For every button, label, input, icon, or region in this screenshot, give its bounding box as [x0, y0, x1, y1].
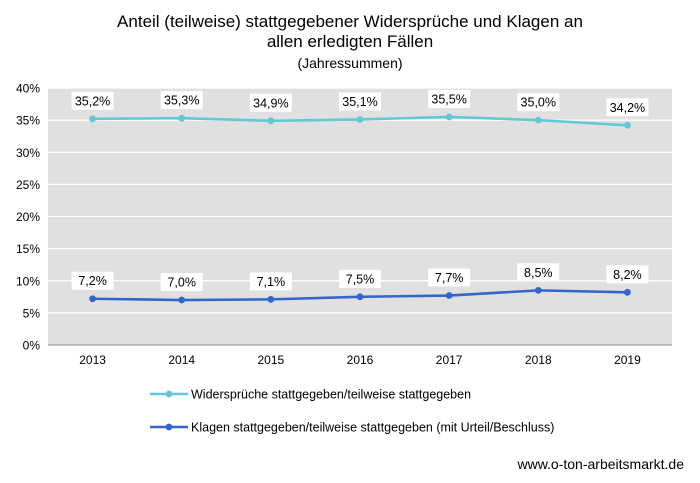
data-point: [534, 286, 542, 294]
data-label-group: 8,5%: [517, 263, 560, 282]
data-label: 7,1%: [257, 275, 286, 289]
legend-marker-2: [165, 423, 173, 431]
chart-subtitle: (Jahressummen): [297, 55, 403, 71]
y-tick-label: 20%: [16, 210, 40, 224]
data-label-group: 7,2%: [71, 271, 114, 290]
data-label-group: 7,0%: [160, 273, 203, 292]
chart-title-line-1: Anteil (teilweise) stattgegebener Widers…: [117, 12, 583, 31]
data-point: [534, 116, 542, 124]
data-point: [445, 292, 453, 299]
data-label-box: [71, 271, 114, 290]
data-label-box: [339, 269, 381, 288]
data-label-group: 34,9%: [249, 93, 292, 112]
data-label-group: 35,2%: [71, 91, 114, 110]
x-tick-label: 2019: [614, 353, 641, 367]
data-point: [89, 295, 96, 303]
data-label-box: [517, 263, 560, 282]
x-tick-label: 2018: [525, 353, 552, 367]
x-tick-label: 2013: [79, 353, 106, 367]
data-label: 35,2%: [75, 94, 110, 108]
y-tick-label: 25%: [16, 178, 40, 192]
legend-label-2: Klagen stattgegeben/teilweise stattgegeb…: [191, 421, 554, 435]
chart-title-line-2: allen erledigten Fällen: [266, 32, 434, 51]
data-label: 7,5%: [346, 272, 375, 286]
data-label-box: [517, 93, 560, 112]
data-label: 7,2%: [78, 274, 107, 288]
data-label-box: [606, 265, 649, 284]
data-point: [624, 288, 631, 296]
data-point: [89, 115, 96, 123]
data-label-box: [339, 92, 381, 111]
data-label-group: 35,5%: [428, 89, 471, 108]
data-label-group: 35,1%: [339, 92, 381, 111]
data-point: [178, 114, 186, 122]
data-point: [178, 296, 186, 304]
y-tick-label: 10%: [16, 274, 40, 288]
y-tick-label: 15%: [16, 242, 40, 256]
data-point: [624, 121, 631, 129]
data-label-group: 34,2%: [606, 98, 649, 117]
data-label: 35,1%: [342, 95, 377, 109]
data-label-box: [606, 98, 649, 117]
y-tick-label: 35%: [16, 114, 40, 128]
data-label: 34,2%: [610, 101, 645, 115]
data-point: [356, 293, 364, 301]
data-label-group: 7,1%: [249, 272, 292, 291]
data-label-group: 7,5%: [339, 269, 381, 288]
data-label: 35,5%: [431, 92, 466, 106]
x-tick-label: 2014: [168, 353, 195, 367]
legend-label-1: Widersprüche stattgegeben/teilweise stat…: [191, 388, 471, 402]
source-credit: www.o-ton-arbeitsmarkt.de: [517, 456, 684, 472]
data-label-box: [249, 93, 292, 112]
data-label-group: 35,0%: [517, 93, 560, 112]
data-label-group: 8,2%: [606, 265, 649, 284]
y-tick-label: 30%: [16, 146, 40, 160]
x-tick-label: 2016: [347, 353, 374, 367]
data-label-group: 7,7%: [428, 268, 471, 287]
data-point: [356, 116, 364, 123]
data-label-box: [428, 268, 471, 287]
data-label-group: 35,3%: [160, 91, 203, 110]
y-tick-label: 0%: [23, 339, 41, 353]
data-label: 35,0%: [521, 96, 556, 110]
data-label: 35,3%: [164, 94, 199, 108]
data-label: 7,7%: [435, 271, 464, 285]
data-label: 8,2%: [613, 268, 642, 282]
x-tick-label: 2015: [258, 353, 285, 367]
data-point: [267, 117, 275, 125]
data-label: 8,5%: [524, 266, 553, 280]
data-label-box: [428, 89, 471, 108]
x-tick-label: 2017: [436, 353, 463, 367]
data-label-box: [71, 91, 114, 110]
legend-marker-1: [165, 390, 173, 398]
data-label: 34,9%: [253, 96, 288, 110]
data-point: [267, 295, 275, 303]
data-label-box: [160, 91, 203, 110]
data-label: 7,0%: [167, 276, 196, 290]
data-point: [445, 113, 453, 121]
data-label-box: [249, 272, 292, 291]
data-label-box: [160, 273, 203, 292]
y-tick-label: 40%: [16, 82, 40, 96]
y-tick-label: 5%: [23, 306, 41, 320]
